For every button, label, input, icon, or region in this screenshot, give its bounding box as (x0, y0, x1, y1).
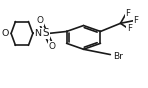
Text: F: F (125, 9, 130, 18)
Text: Br: Br (114, 52, 123, 61)
Text: O: O (37, 16, 44, 25)
Text: F: F (133, 16, 138, 25)
Text: N: N (35, 29, 42, 38)
Text: O: O (48, 42, 55, 51)
Text: O: O (1, 29, 8, 38)
Text: F: F (127, 24, 132, 33)
Text: S: S (43, 28, 49, 38)
